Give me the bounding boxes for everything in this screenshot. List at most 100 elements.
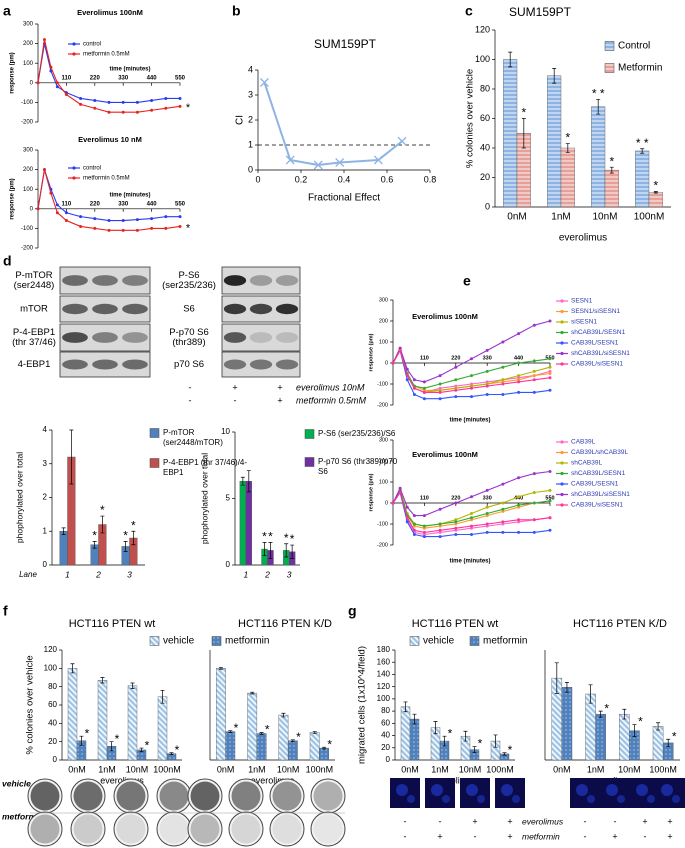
migration-cells — [661, 784, 673, 796]
y-tick-label: 60 — [480, 113, 490, 123]
legend-swatch — [469, 636, 480, 646]
y-tick-label: 300 — [379, 297, 388, 303]
error-bar — [160, 689, 165, 704]
x-tick-label: 1nM — [248, 764, 266, 774]
point — [454, 522, 458, 526]
point — [485, 488, 489, 492]
point — [398, 348, 402, 352]
x-tick-label: 440 — [147, 75, 158, 81]
point — [517, 495, 521, 499]
point — [412, 533, 416, 536]
y-tick-label: 0 — [226, 560, 231, 569]
legend-label: CAB39L — [571, 439, 596, 446]
blot-label: p70 S6 — [174, 359, 204, 370]
annotation: * — [186, 102, 191, 114]
x-tick-label: 220 — [451, 355, 460, 361]
point — [501, 520, 505, 524]
blot-band — [275, 303, 299, 315]
point — [178, 96, 182, 100]
legend-marker — [560, 503, 564, 507]
error-bar — [290, 544, 295, 559]
plate-colonies — [73, 781, 103, 811]
significance-label: * — [478, 737, 483, 751]
error-bar — [656, 722, 661, 731]
plate-colonies — [30, 814, 60, 844]
point — [517, 530, 521, 534]
y-tick-label: 80 — [381, 706, 390, 715]
y-tick-label: 120 — [44, 645, 58, 654]
y-tick-label: -200 — [377, 402, 388, 408]
legend-marker — [560, 341, 564, 345]
treatment-sign: + — [667, 831, 672, 841]
blot-label: 4-EBP1 — [18, 359, 51, 370]
error-bar — [640, 148, 645, 154]
error-bar — [109, 741, 114, 752]
y-tick-label: 4 — [248, 64, 253, 74]
point — [259, 78, 269, 87]
point — [517, 332, 521, 336]
blot-band — [92, 359, 118, 370]
x-tick-label: 100nM — [634, 212, 665, 223]
point — [93, 226, 97, 230]
point — [79, 224, 83, 228]
y-tick-label: -100 — [21, 100, 34, 106]
significance-label: * — [448, 726, 453, 740]
point — [121, 110, 125, 114]
blot-label: P-p70 S6 — [169, 327, 209, 338]
y-tick-label: 10 — [221, 427, 230, 436]
point — [42, 168, 46, 172]
bar — [648, 192, 663, 208]
error-bar — [79, 735, 84, 746]
x-tick-label: 110 — [420, 495, 429, 501]
point — [121, 228, 125, 232]
point — [548, 488, 552, 492]
point — [485, 348, 489, 352]
plate — [187, 811, 223, 847]
point — [49, 65, 53, 69]
y-axis-label: phophorylated over total — [199, 453, 209, 544]
chart-title: HCT116 PTEN wt — [412, 618, 499, 630]
point — [470, 533, 473, 536]
legend-label: SESN1 — [571, 298, 593, 305]
legend-swatch — [304, 457, 315, 467]
error-bar — [139, 747, 144, 753]
x-tick-label: 0nM — [217, 764, 235, 774]
y-tick-label: 100 — [379, 339, 388, 345]
point — [422, 526, 426, 530]
legend-label: CAB39L/SESN1 — [571, 481, 619, 488]
treatment-sign: - — [614, 816, 617, 826]
y-axis-label: response (pm) — [368, 333, 374, 371]
y-tick-label: -200 — [21, 120, 34, 126]
significance-label: * — [521, 106, 526, 120]
point — [548, 470, 552, 473]
y-tick-label: 60 — [48, 700, 57, 709]
y-tick-label: 100 — [475, 54, 490, 64]
legend-label: shCAB39L/siSESN1 — [571, 350, 630, 357]
migration-cells — [477, 795, 485, 803]
error-bar — [61, 527, 66, 535]
legend-marker — [560, 320, 564, 324]
x-tick-label: 0 — [255, 174, 260, 184]
point — [517, 505, 521, 509]
bar — [278, 714, 289, 761]
point — [412, 528, 416, 532]
legend-marker — [560, 440, 564, 444]
legend-label: shCAB39L — [571, 460, 602, 467]
point — [412, 524, 416, 528]
y-tick-label: 0 — [53, 755, 58, 764]
significance-label: * — [265, 723, 270, 737]
x-tick-label: 1nM — [551, 212, 570, 223]
point — [135, 228, 139, 232]
plate-row-label: metformin — [2, 811, 44, 821]
point — [397, 136, 407, 146]
point — [485, 505, 489, 509]
point — [135, 218, 139, 222]
y-tick-label: 100 — [23, 61, 34, 67]
y-tick-label: 0 — [485, 201, 490, 211]
error-bar — [100, 515, 105, 534]
significance-label: * — [653, 179, 658, 193]
point — [548, 376, 552, 380]
error-bar — [262, 542, 267, 557]
significance-label: * — [234, 721, 239, 735]
y-tick-label: -100 — [21, 226, 34, 232]
